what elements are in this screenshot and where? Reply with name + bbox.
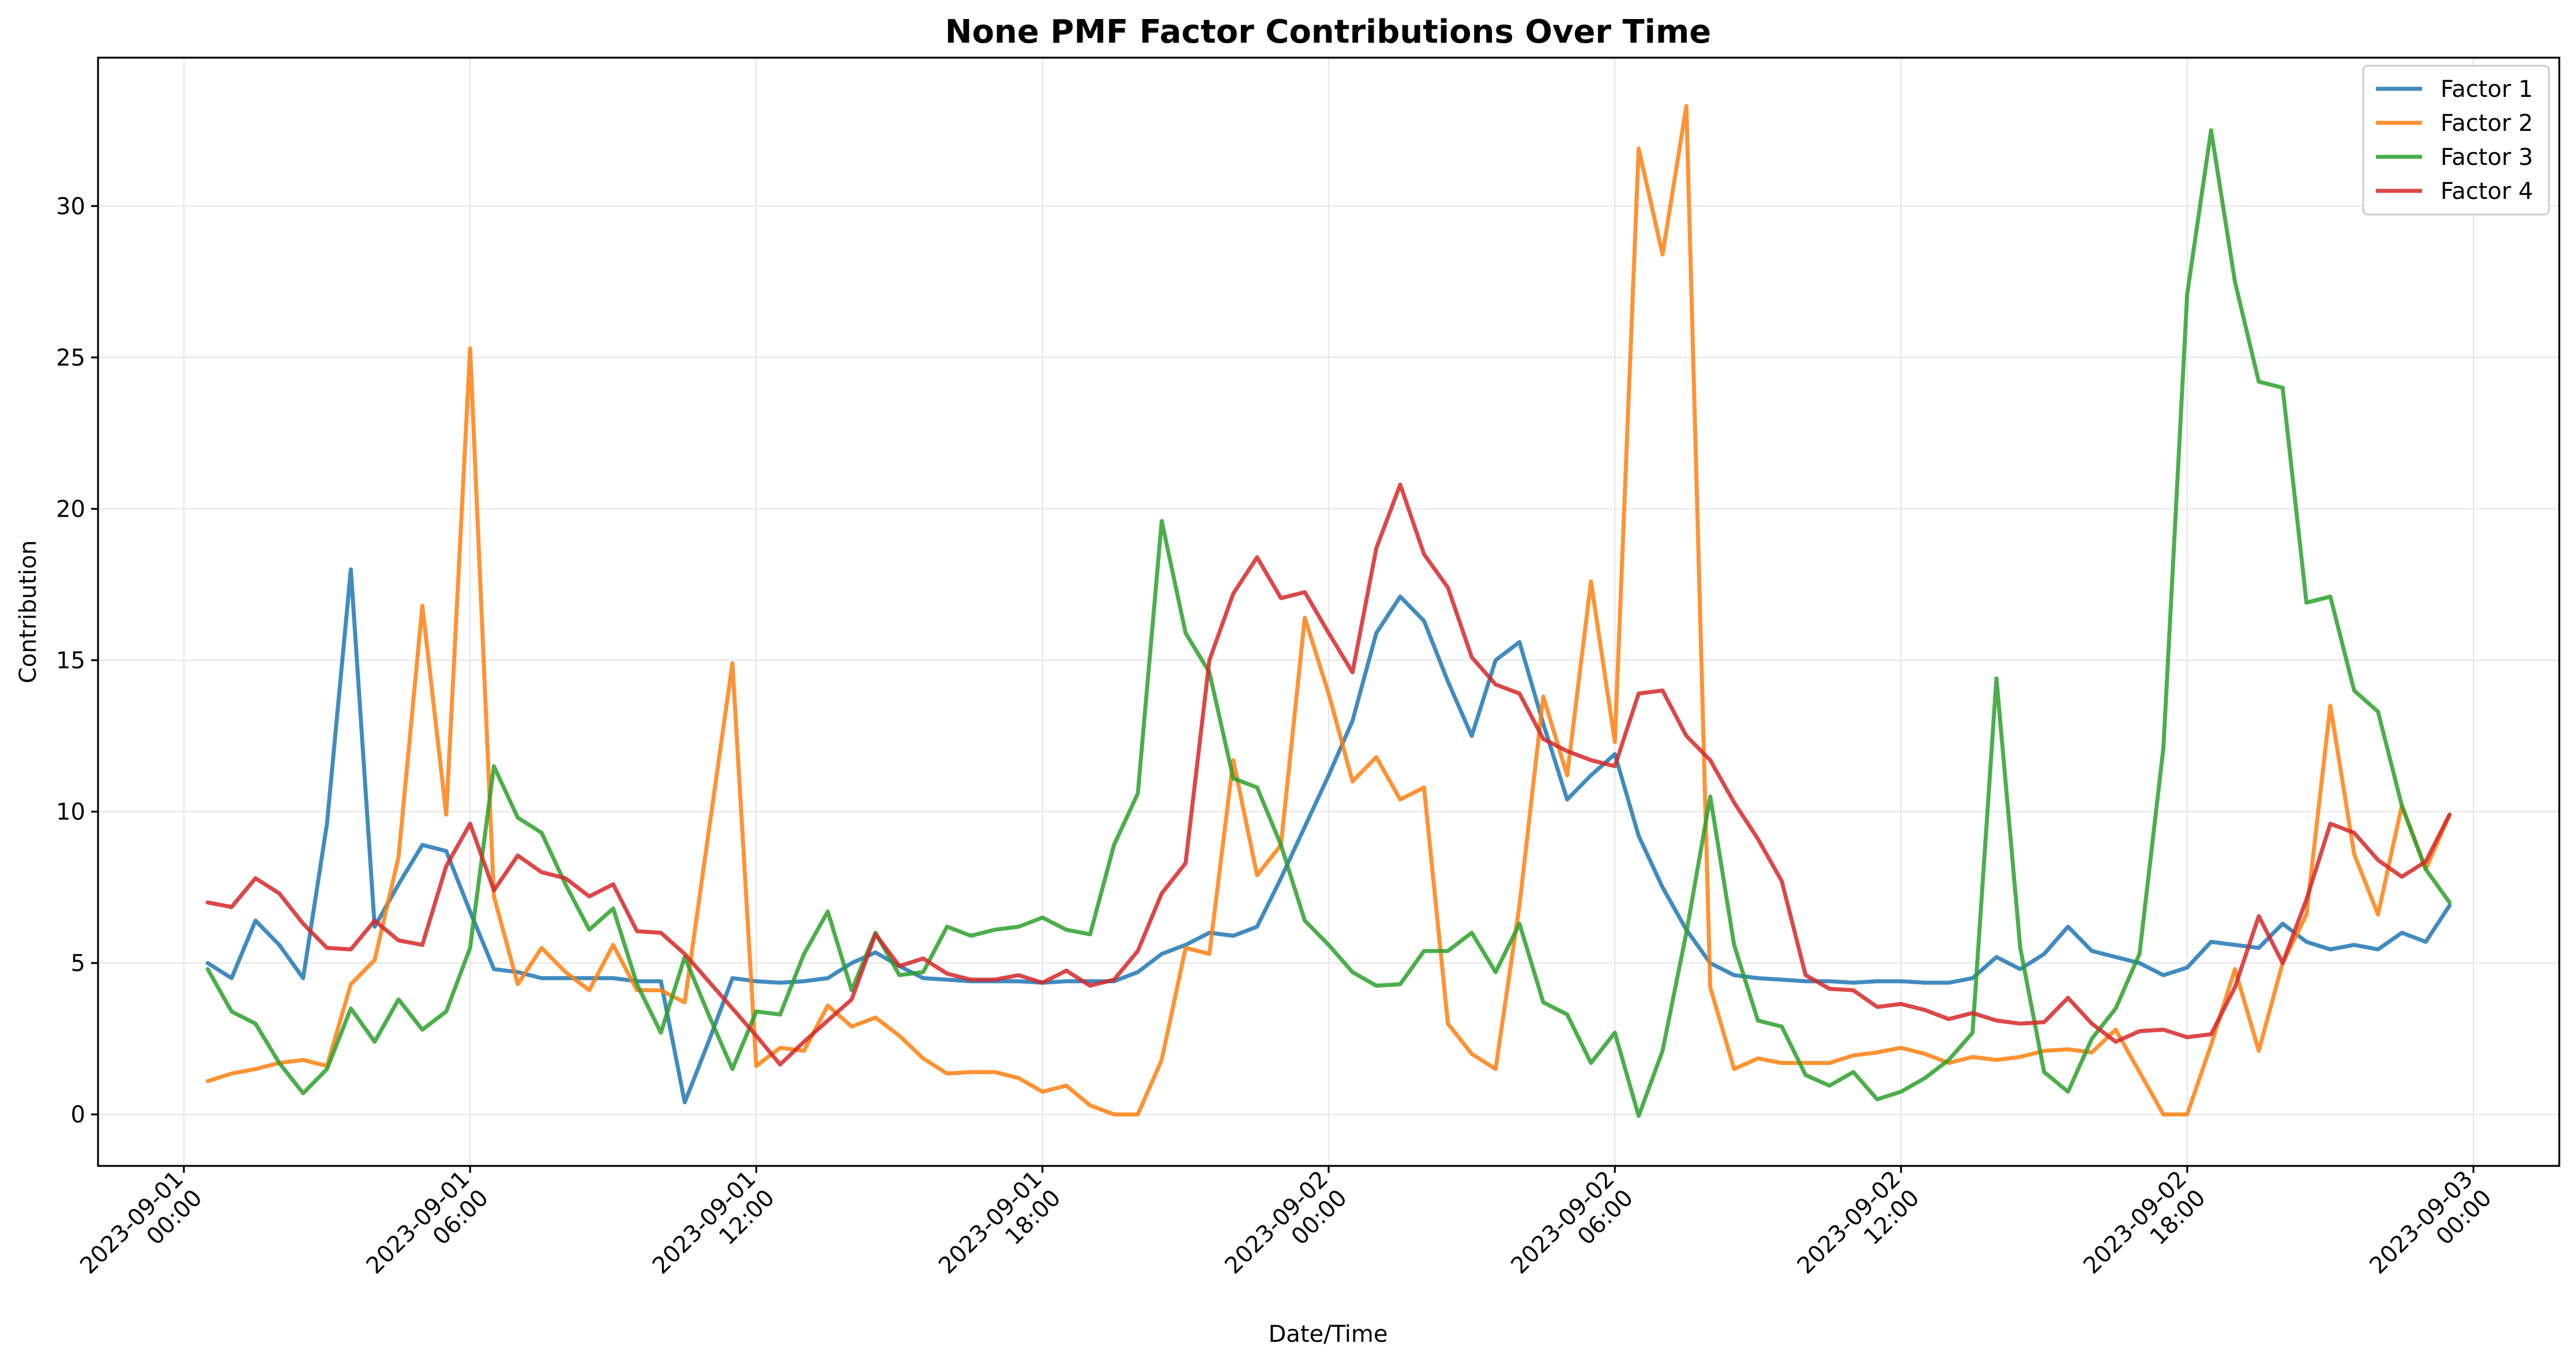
legend-label: Factor 2: [2440, 110, 2533, 137]
y-tick-label: 0: [71, 1102, 85, 1128]
y-tick-label: 10: [56, 799, 85, 826]
y-tick-label: 5: [71, 950, 85, 977]
x-axis-label: Date/Time: [1269, 1321, 1388, 1348]
series-layer: [205, 104, 2452, 1118]
y-tick-label: 20: [56, 496, 85, 522]
y-tick-label: 25: [56, 345, 85, 371]
legend-box: [2362, 65, 2550, 216]
y-tick-label: 30: [56, 193, 85, 220]
y-tick-label: 15: [56, 648, 85, 674]
series-line-factor-3: [205, 128, 2452, 1118]
legend: Factor 1 Factor 2 Factor 3 Factor 4: [2362, 65, 2550, 216]
series-line-factor-2: [205, 104, 2452, 1117]
series-line-factor-4: [205, 482, 2452, 1067]
legend-label: Factor 1: [2440, 76, 2533, 103]
y-axis-label: Contribution: [15, 540, 42, 683]
chart-title: None PMF Factor Contributions Over Time: [945, 13, 1712, 51]
series-line-factor-1: [205, 567, 2452, 1105]
legend-label: Factor 4: [2440, 178, 2533, 205]
legend-label: Factor 3: [2440, 144, 2533, 171]
